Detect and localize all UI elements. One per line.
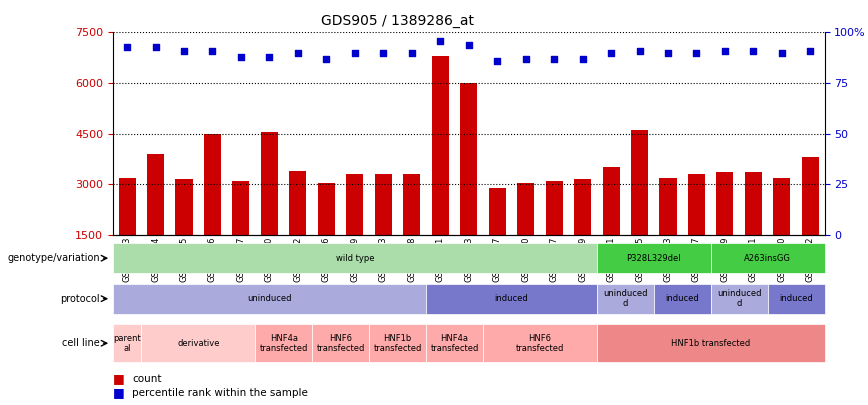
Text: HNF1b transfected: HNF1b transfected: [671, 339, 750, 348]
Point: [490, 58, 504, 64]
Point: [519, 55, 533, 62]
Text: uninduced
d: uninduced d: [603, 289, 648, 308]
Bar: [574, 179, 591, 235]
Text: HNF4a
transfected: HNF4a transfected: [431, 334, 478, 353]
Bar: [660, 177, 676, 235]
Text: wild type: wild type: [336, 254, 374, 263]
Text: induced: induced: [495, 294, 529, 303]
Bar: [802, 157, 819, 235]
Point: [148, 43, 162, 50]
Text: HNF4a
transfected: HNF4a transfected: [260, 334, 308, 353]
Point: [462, 41, 476, 48]
Bar: [261, 132, 278, 235]
Point: [377, 49, 391, 56]
Bar: [289, 171, 306, 235]
Point: [291, 49, 305, 56]
Bar: [716, 173, 733, 235]
Bar: [404, 174, 420, 235]
Point: [348, 49, 362, 56]
Text: A263insGG: A263insGG: [744, 254, 791, 263]
Text: ■: ■: [113, 386, 125, 399]
Bar: [773, 177, 791, 235]
Point: [575, 55, 589, 62]
Point: [804, 47, 818, 54]
Bar: [119, 177, 135, 235]
Bar: [318, 183, 335, 235]
Bar: [147, 154, 164, 235]
Bar: [745, 173, 762, 235]
Text: GDS905 / 1389286_at: GDS905 / 1389286_at: [321, 14, 474, 28]
Point: [404, 49, 418, 56]
Text: HNF6
transfected: HNF6 transfected: [516, 334, 564, 353]
Point: [177, 47, 191, 54]
Point: [262, 53, 276, 60]
Point: [234, 53, 248, 60]
Bar: [688, 174, 705, 235]
Bar: [517, 183, 534, 235]
Text: induced: induced: [666, 294, 699, 303]
Point: [661, 49, 675, 56]
Point: [746, 47, 760, 54]
Point: [718, 47, 732, 54]
Text: HNF1b
transfected: HNF1b transfected: [373, 334, 422, 353]
Point: [547, 55, 561, 62]
Text: protocol: protocol: [60, 294, 100, 304]
Bar: [233, 181, 249, 235]
Bar: [204, 134, 221, 235]
Text: uninduced: uninduced: [247, 294, 292, 303]
Bar: [631, 130, 648, 235]
Point: [206, 47, 220, 54]
Text: genotype/variation: genotype/variation: [7, 253, 100, 263]
Text: HNF6
transfected: HNF6 transfected: [317, 334, 365, 353]
Bar: [546, 181, 562, 235]
Bar: [602, 167, 620, 235]
Bar: [489, 188, 506, 235]
Bar: [431, 56, 449, 235]
Text: percentile rank within the sample: percentile rank within the sample: [132, 388, 308, 398]
Bar: [175, 179, 193, 235]
Text: derivative: derivative: [177, 339, 220, 348]
Text: induced: induced: [779, 294, 813, 303]
Point: [433, 37, 447, 44]
Point: [775, 49, 789, 56]
Text: P328L329del: P328L329del: [627, 254, 681, 263]
Text: ■: ■: [113, 372, 125, 385]
Text: uninduced
d: uninduced d: [717, 289, 761, 308]
Bar: [346, 174, 364, 235]
Text: count: count: [132, 374, 161, 384]
Point: [319, 55, 333, 62]
Point: [604, 49, 618, 56]
Bar: [460, 83, 477, 235]
Point: [120, 43, 134, 50]
Point: [633, 47, 647, 54]
Text: cell line: cell line: [62, 338, 100, 348]
Bar: [375, 174, 391, 235]
Point: [689, 49, 703, 56]
Text: parent
al: parent al: [113, 334, 141, 353]
